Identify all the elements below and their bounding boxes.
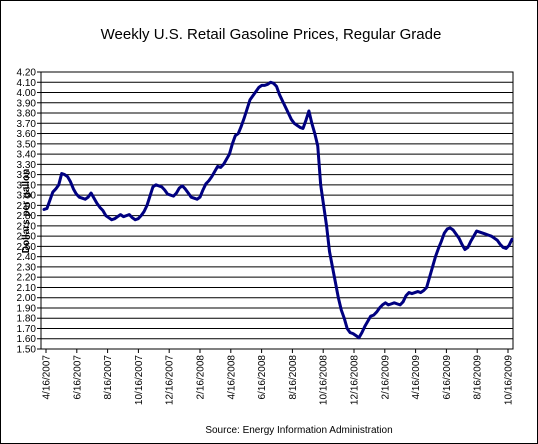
source-note: Source: Energy Information Administratio… <box>205 425 392 436</box>
x-tick-label: 4/16/2008 <box>226 355 237 400</box>
x-tick-label: 2/16/2008 <box>196 355 207 400</box>
x-tick-label: 6/16/2009 <box>442 355 453 400</box>
y-axis-label: Dollars per gallon <box>21 169 32 253</box>
plot-area <box>40 71 514 350</box>
y-tick-label: 4.00 <box>17 88 37 99</box>
y-axis-ticks: 1.501.601.701.801.902.002.102.202.302.40… <box>17 68 41 356</box>
x-tick-label: 8/16/2009 <box>473 355 484 400</box>
y-tick-label: 3.80 <box>17 109 37 120</box>
y-tick-label: 3.50 <box>17 139 37 150</box>
y-tick-label: 1.70 <box>17 324 37 335</box>
y-tick-label: 2.30 <box>17 262 37 273</box>
x-tick-label: 8/16/2008 <box>288 355 299 400</box>
y-tick-label: 3.20 <box>17 170 37 181</box>
y-tick-label: 2.60 <box>17 232 37 243</box>
x-tick-label: 10/16/2009 <box>504 355 515 405</box>
y-tick-label: 2.80 <box>17 211 37 222</box>
y-tick-label: 2.70 <box>17 221 37 232</box>
y-tick-label: 1.50 <box>17 345 37 356</box>
y-tick-label: 1.90 <box>17 303 37 314</box>
y-tick-label: 2.90 <box>17 201 37 212</box>
y-tick-label: 2.50 <box>17 242 37 253</box>
x-tick-label: 8/16/2007 <box>103 355 114 400</box>
chart-title: Weekly U.S. Retail Gasoline Prices, Regu… <box>101 26 442 43</box>
y-tick-label: 3.00 <box>17 191 37 202</box>
y-tick-label: 3.60 <box>17 129 37 140</box>
x-tick-label: 6/16/2008 <box>257 355 268 400</box>
y-tick-label: 2.10 <box>17 283 37 294</box>
y-tick-label: 2.40 <box>17 252 37 263</box>
x-tick-label: 10/16/2007 <box>134 355 145 405</box>
y-tick-label: 1.60 <box>17 334 37 345</box>
x-tick-label: 4/16/2009 <box>411 355 422 400</box>
y-tick-label: 3.30 <box>17 160 37 171</box>
x-tick-label: 12/16/2007 <box>165 355 176 405</box>
price-series-line <box>42 80 514 340</box>
y-tick-label: 3.70 <box>17 119 37 130</box>
x-axis-ticks: 4/16/2007 6/16/2007 8/16/2007 10/16/2007 12/… <box>42 349 515 405</box>
y-tick-label: 2.00 <box>17 293 37 304</box>
y-tick-label: 3.40 <box>17 150 37 161</box>
x-tick-label: 4/16/2007 <box>42 355 53 400</box>
x-tick-label: 2/16/2009 <box>380 355 391 400</box>
y-tick-label: 4.20 <box>17 68 37 79</box>
x-tick-label: 12/16/2008 <box>350 355 361 405</box>
y-tick-label: 2.20 <box>17 273 37 284</box>
x-tick-label: 6/16/2007 <box>72 355 83 400</box>
y-tick-label: 3.10 <box>17 180 37 191</box>
gridlines <box>41 71 513 350</box>
x-tick-label: 10/16/2008 <box>319 355 330 405</box>
y-tick-label: 4.10 <box>17 78 37 89</box>
y-tick-label: 1.80 <box>17 314 37 325</box>
y-tick-label: 3.90 <box>17 98 37 109</box>
